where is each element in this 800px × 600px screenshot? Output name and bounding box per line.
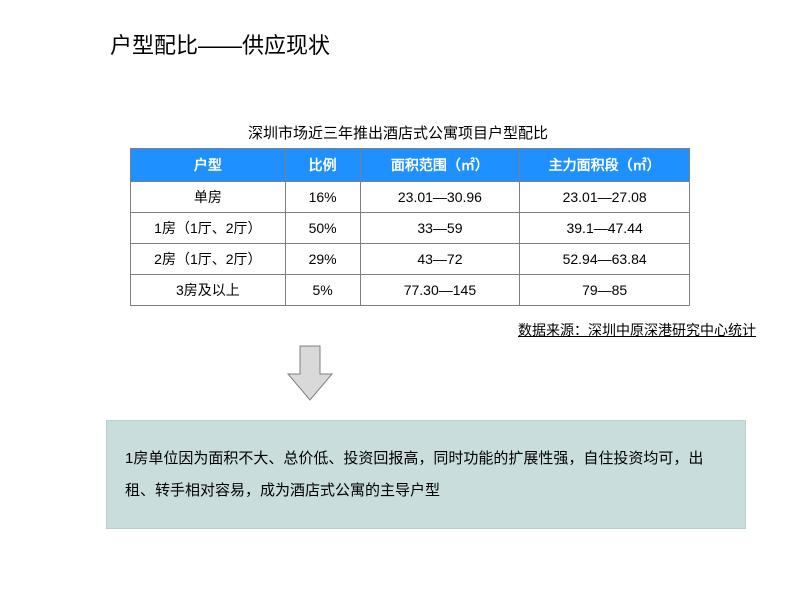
cell: 39.1—47.44 — [520, 213, 690, 244]
cell: 52.94—63.84 — [520, 244, 690, 275]
table-row: 2房（1厅、2厅） 29% 43—72 52.94—63.84 — [131, 244, 690, 275]
cell: 2房（1厅、2厅） — [131, 244, 286, 275]
unit-ratio-table: 户型 比例 面积范围（㎡） 主力面积段（㎡） 单房 16% 23.01—30.9… — [130, 148, 690, 306]
down-arrow-icon — [286, 344, 334, 404]
cell: 23.01—27.08 — [520, 182, 690, 213]
page-title: 户型配比——供应现状 — [110, 28, 330, 60]
cell: 16% — [285, 182, 360, 213]
cell: 单房 — [131, 182, 286, 213]
table-row: 单房 16% 23.01—30.96 23.01—27.08 — [131, 182, 690, 213]
cell: 43—72 — [360, 244, 520, 275]
cell: 79—85 — [520, 275, 690, 306]
cell: 5% — [285, 275, 360, 306]
col-header-area-range: 面积范围（㎡） — [360, 149, 520, 182]
col-header-main-area: 主力面积段（㎡） — [520, 149, 690, 182]
arrow-shape — [288, 346, 332, 400]
table-row: 3房及以上 5% 77.30—145 79—85 — [131, 275, 690, 306]
cell: 1房（1厅、2厅） — [131, 213, 286, 244]
summary-box: 1房单位因为面积不大、总价低、投资回报高，同时功能的扩展性强，自住投资均可，出租… — [106, 420, 746, 529]
table-row: 1房（1厅、2厅） 50% 33—59 39.1—47.44 — [131, 213, 690, 244]
cell: 77.30—145 — [360, 275, 520, 306]
table-body: 单房 16% 23.01—30.96 23.01—27.08 1房（1厅、2厅）… — [131, 182, 690, 306]
col-header-type: 户型 — [131, 149, 286, 182]
table-header-row: 户型 比例 面积范围（㎡） 主力面积段（㎡） — [131, 149, 690, 182]
cell: 23.01—30.96 — [360, 182, 520, 213]
cell: 50% — [285, 213, 360, 244]
data-source: 数据来源：深圳中原深港研究中心统计 — [518, 320, 756, 340]
cell: 33—59 — [360, 213, 520, 244]
table-caption: 深圳市场近三年推出酒店式公寓项目户型配比 — [248, 122, 548, 143]
cell: 3房及以上 — [131, 275, 286, 306]
col-header-ratio: 比例 — [285, 149, 360, 182]
cell: 29% — [285, 244, 360, 275]
